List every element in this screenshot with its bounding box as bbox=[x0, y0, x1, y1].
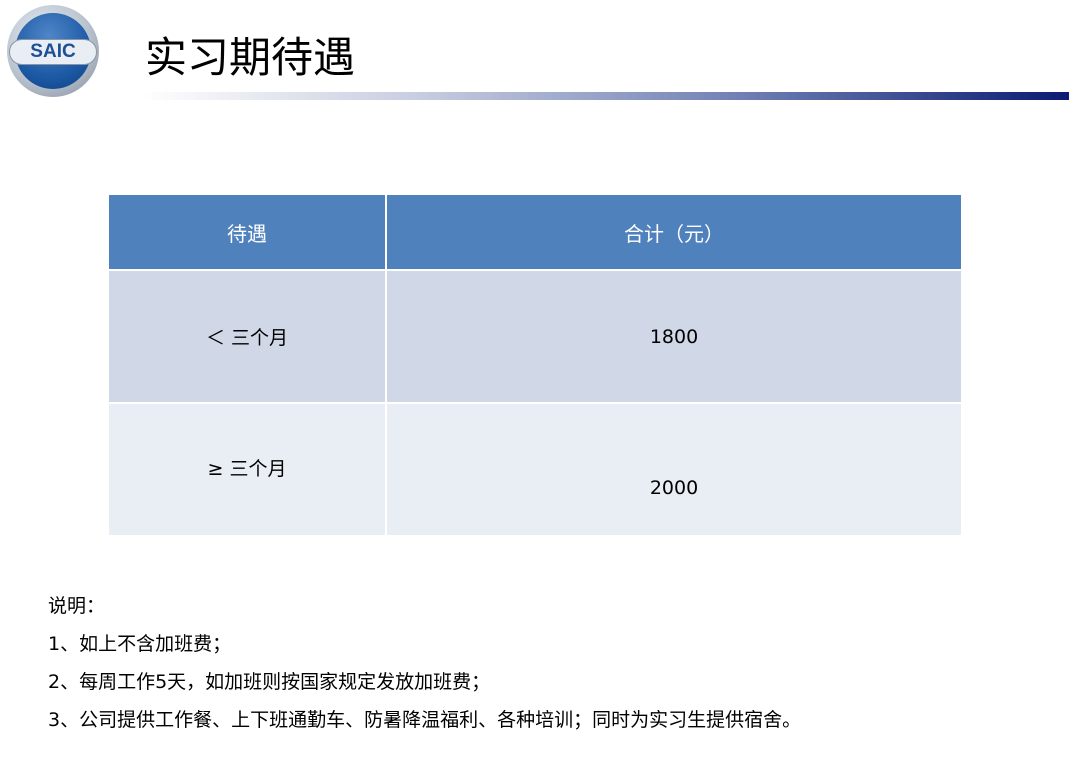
logo-text: SAIC bbox=[9, 39, 97, 65]
header-total: 合计（元） bbox=[385, 193, 963, 271]
cell-text: 2000 bbox=[649, 476, 699, 499]
note-item: 2、每周工作5天，如加班则按国家规定发放加班费； bbox=[48, 671, 491, 693]
cell-period: ≥ 三个月 bbox=[107, 402, 387, 537]
cell-text: ≥ 三个月 bbox=[207, 458, 287, 480]
page-title: 实习期待遇 bbox=[145, 33, 356, 82]
title-underline bbox=[140, 92, 1069, 100]
note-item: 3、公司提供工作餐、上下班通勤车、防暑降温福利、各种培训；同时为实习生提供宿舍。 bbox=[48, 709, 802, 731]
cell-period: ＜ 三个月 bbox=[107, 269, 387, 404]
cell-text: ＜ 三个月 bbox=[205, 327, 289, 349]
header-treatment: 待遇 bbox=[107, 193, 387, 271]
cell-text: 1800 bbox=[649, 325, 699, 348]
table-row: ≥ 三个月 2000 bbox=[107, 402, 963, 537]
cell-amount: 2000 bbox=[385, 402, 963, 537]
table-row: ＜ 三个月 1800 bbox=[107, 269, 963, 404]
compensation-table: 待遇 合计（元） ＜ 三个月 1800 ≥ 三个月 2000 bbox=[107, 193, 963, 537]
cell-amount: 1800 bbox=[385, 269, 963, 404]
table-header-row: 待遇 合计（元） bbox=[107, 193, 963, 271]
notes-section: 说明： 1、如上不含加班费； 2、每周工作5天，如加班则按国家规定发放加班费； … bbox=[48, 592, 801, 744]
notes-heading: 说明： bbox=[48, 595, 106, 617]
saic-logo: SAIC bbox=[7, 5, 99, 97]
note-item: 1、如上不含加班费； bbox=[48, 633, 232, 655]
